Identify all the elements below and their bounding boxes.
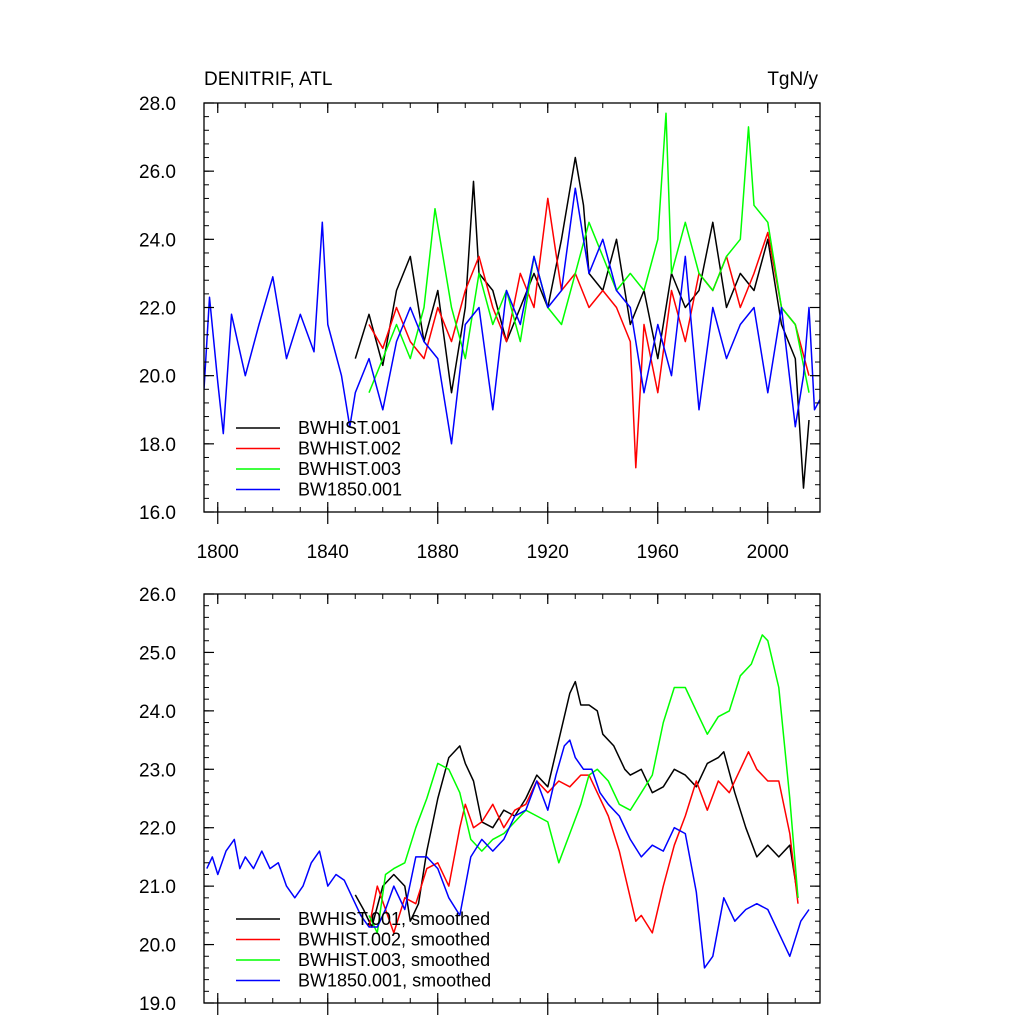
y-tick-label: 24.0 bbox=[139, 702, 176, 723]
y-tick-label: 24.0 bbox=[139, 230, 176, 251]
legend-label: BWHIST.002 bbox=[298, 439, 401, 459]
legend-label: BWHIST.001 bbox=[298, 418, 401, 438]
y-tick-label: 16.0 bbox=[139, 503, 176, 524]
chart-title: DENITRIF, ATL bbox=[204, 69, 332, 90]
series-line-3 bbox=[206, 739, 810, 969]
legend-label: BWHIST.002, smoothed bbox=[298, 930, 490, 950]
series-line-0 bbox=[354, 680, 799, 928]
legend-label: BWHIST.003, smoothed bbox=[298, 950, 490, 970]
x-tick-label: 1840 bbox=[307, 542, 349, 563]
legend-label: BW1850.001, smoothed bbox=[298, 971, 491, 991]
y-tick-label: 20.0 bbox=[139, 367, 176, 388]
y-tick-label: 22.0 bbox=[139, 819, 176, 840]
plot-frame bbox=[203, 593, 821, 1004]
y-tick-label: 19.0 bbox=[139, 994, 176, 1015]
y-tick-label: 28.0 bbox=[139, 94, 176, 115]
y-tick-label: 21.0 bbox=[139, 877, 176, 898]
x-tick-label: 1880 bbox=[417, 542, 459, 563]
series-line-3 bbox=[204, 187, 820, 445]
series-line-1 bbox=[368, 751, 799, 934]
series-line-2 bbox=[368, 634, 799, 934]
x-tick-label: 1800 bbox=[197, 542, 239, 563]
top-panel: DENITRIF, ATL TgN/y 16.0 18.0 20.0 22.0 24.0… bbox=[139, 69, 821, 563]
y-tick-label: 26.0 bbox=[139, 585, 176, 606]
x-tick-label: 2000 bbox=[747, 542, 789, 563]
x-tick-label: 1960 bbox=[637, 542, 679, 563]
legend-label: BW1850.001 bbox=[298, 480, 402, 500]
y-tick-label: 25.0 bbox=[139, 643, 176, 664]
legend-label: BWHIST.001, smoothed bbox=[298, 909, 490, 929]
y-tick-label: 23.0 bbox=[139, 760, 176, 781]
series-line-2 bbox=[368, 112, 810, 393]
bottom-panel: 19.0 20.0 21.0 22.0 23.0 24.0 25.0 26.0 BWHIST.… bbox=[139, 585, 821, 1015]
x-tick-label: 1920 bbox=[527, 542, 569, 563]
series-line-0 bbox=[354, 156, 810, 489]
y-tick-label: 22.0 bbox=[139, 299, 176, 320]
y-tick-label: 26.0 bbox=[139, 162, 176, 183]
units-label: TgN/y bbox=[767, 69, 818, 90]
plot-frame bbox=[203, 102, 821, 513]
series-line-1 bbox=[368, 197, 810, 469]
y-tick-label: 20.0 bbox=[139, 936, 176, 957]
legend-label: BWHIST.003 bbox=[298, 459, 401, 479]
y-tick-label: 18.0 bbox=[139, 435, 176, 456]
